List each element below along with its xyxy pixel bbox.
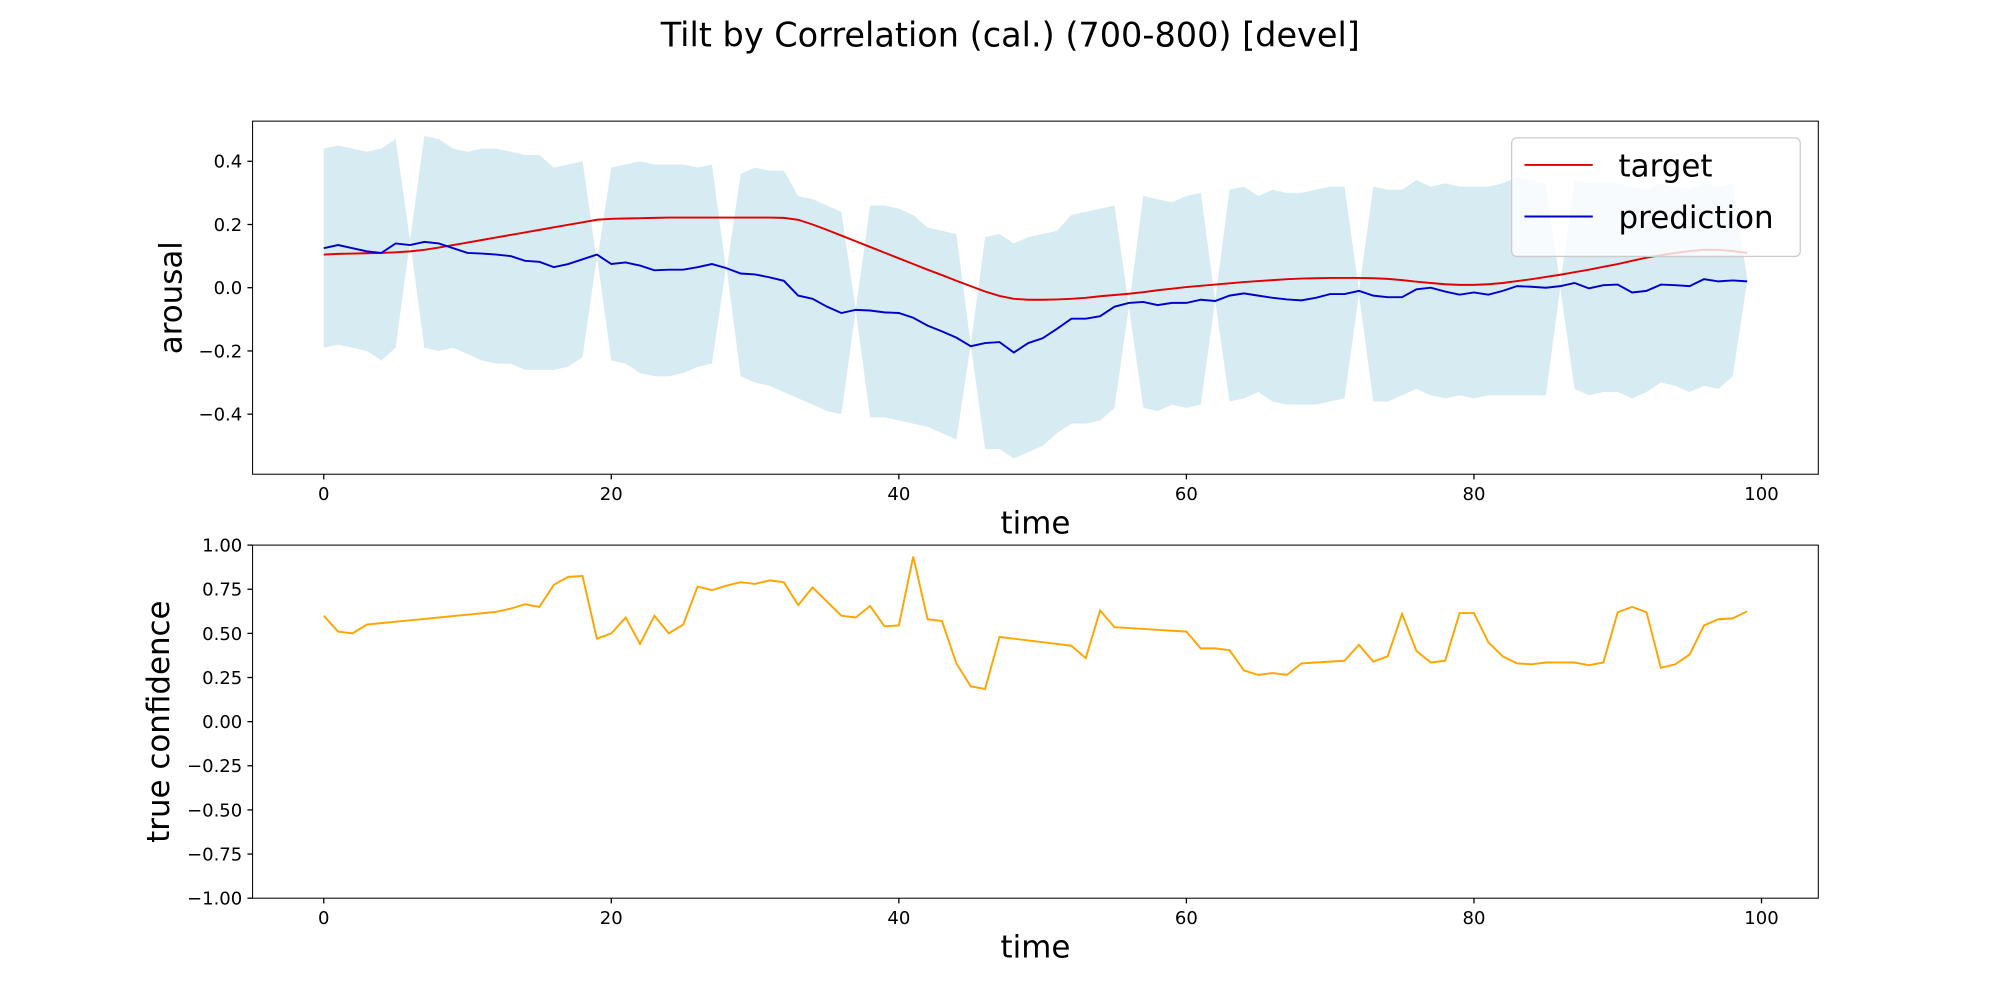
x-tick-label: 60: [1175, 908, 1198, 929]
x-tick-label: 80: [1462, 908, 1485, 929]
x-axis-label: time: [1001, 506, 1071, 542]
y-tick-label: 0.00: [202, 712, 242, 733]
legend-box: [1510, 137, 1801, 258]
y-tick-label: 0.75: [202, 580, 242, 601]
y-tick-label: −1.00: [187, 889, 242, 910]
data-line: [323, 240, 1748, 354]
plot-frame: [252, 544, 1819, 899]
y-tick-label: 0.25: [202, 668, 242, 689]
x-tick-label: 100: [1744, 908, 1778, 929]
x-axis-label: time: [1001, 929, 1071, 965]
plot-frame: [252, 120, 1819, 475]
figure-title: Tilt by Correlation (cal.) (700-800) [de…: [660, 15, 1360, 54]
data-line: [323, 556, 1748, 691]
y-tick-label: 0.0: [214, 278, 243, 299]
y-axis-label: arousal: [154, 241, 190, 354]
x-tick-label: 100: [1744, 484, 1778, 505]
x-tick-label: 0: [318, 908, 329, 929]
y-tick-label: 0.2: [214, 215, 243, 236]
legend-label: target: [1619, 149, 1713, 185]
y-tick-label: 0.4: [214, 152, 243, 173]
y-tick-label: −0.50: [187, 800, 242, 821]
x-tick-label: 40: [887, 484, 910, 505]
x-tick-label: 20: [600, 484, 623, 505]
x-tick-label: 80: [1462, 484, 1485, 505]
data-line: [323, 216, 1748, 301]
y-tick-label: −0.25: [187, 756, 242, 777]
y-tick-label: 0.50: [202, 624, 242, 645]
x-tick-label: 0: [318, 484, 329, 505]
y-tick-label: −0.75: [187, 845, 242, 866]
y-tick-label: 1.00: [202, 536, 242, 557]
y-axis-label: true confidence: [141, 600, 177, 842]
x-tick-label: 40: [887, 908, 910, 929]
y-tick-label: −0.4: [198, 405, 242, 426]
legend-label: prediction: [1619, 200, 1774, 236]
x-tick-label: 20: [600, 908, 623, 929]
y-tick-label: −0.2: [198, 341, 242, 362]
x-tick-label: 60: [1175, 484, 1198, 505]
